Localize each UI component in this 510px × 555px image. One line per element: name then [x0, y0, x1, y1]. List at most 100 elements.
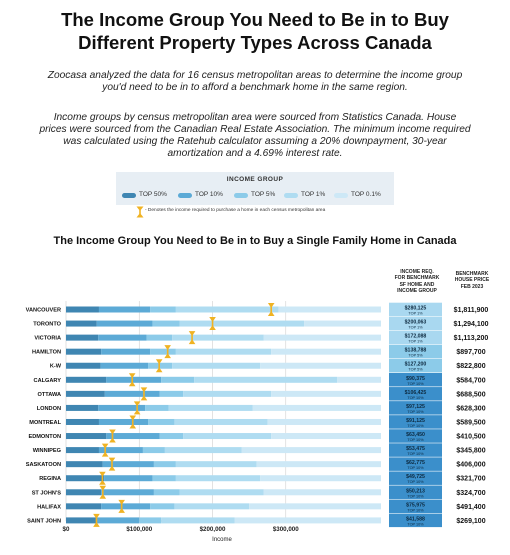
bar-segment [159, 433, 184, 440]
marker-icon [136, 206, 144, 218]
price-header-line: HOUSE PRICE [454, 277, 490, 284]
bar-segment [252, 404, 381, 411]
legend-swatch [178, 193, 192, 198]
city-label: CALGARY [34, 378, 62, 384]
income-cell [389, 485, 442, 499]
title-line-1: The Income Group You Need to Be in to Bu… [61, 9, 449, 30]
income-header-line: SF HOME AND [399, 281, 435, 288]
bar-segment [66, 503, 102, 510]
income-group: TOP 10% [407, 480, 424, 484]
benchmark-price: $321,700 [456, 476, 485, 483]
income-group: TOP 10% [407, 508, 424, 512]
income-cell [389, 443, 442, 457]
bar-segment [271, 348, 381, 355]
benchmark-price: $589,500 [456, 419, 485, 426]
bar-segment [150, 348, 176, 355]
legend-row: TOP 50% TOP 10% TOP 5% TOP 1% TOP 0.1% [122, 190, 392, 200]
bar-segment [66, 320, 97, 327]
bar-segment [168, 404, 253, 411]
income-marker-top [99, 471, 106, 477]
income-cell [389, 358, 442, 373]
x-tick-label: $0 [63, 526, 70, 533]
benchmark-price: $324,700 [456, 490, 485, 497]
bar-segment [164, 447, 242, 454]
income-cell [389, 499, 442, 514]
benchmark-price: $491,400 [456, 504, 485, 511]
city-label: OTTAWA [37, 392, 61, 398]
income-marker-bottom [93, 521, 100, 527]
x-tick-label: $300,000 [273, 526, 299, 533]
legend-swatch [234, 193, 248, 198]
income-header-line: FOR BENCHMARK [394, 275, 440, 282]
benchmark-price: $1,113,200 [454, 335, 489, 342]
bar-segment [153, 461, 176, 468]
methodology-text: Income groups by census metropolitan are… [28, 112, 482, 160]
income-header-line: INCOME GROUP [397, 287, 437, 294]
income-value: $138,788 [405, 348, 427, 354]
marker-note-text: - Denotes the income required to purchas… [145, 208, 326, 213]
bar-segment [179, 320, 305, 327]
title-line-2: Different Property Types Across Canada [78, 32, 432, 53]
bar-segment [66, 362, 101, 369]
city-label: HALIFAX [37, 504, 61, 510]
price-column-header: BENCHMARK HOUSE PRICE FEB 2023 [445, 271, 499, 290]
income-marker-top [209, 317, 216, 323]
marker-note: - Denotes the income required to purchas… [136, 206, 416, 218]
legend-title: INCOME GROUP [226, 176, 284, 183]
income-marker-top [129, 415, 137, 421]
bar-segment [100, 362, 149, 369]
bar-segment [66, 461, 103, 468]
income-marker-bottom [209, 325, 216, 331]
income-value: $91,125 [406, 418, 425, 424]
benchmark-price: $345,800 [456, 448, 485, 455]
income-cell [389, 330, 442, 345]
income-header-line: INCOME REQ. [400, 269, 434, 275]
bar-segment [98, 447, 143, 454]
legend-swatch [284, 193, 298, 198]
price-header-line: FEB 2023 [460, 283, 484, 290]
bar-segment [256, 461, 381, 468]
bar-segment [146, 334, 173, 341]
bar-segment [66, 306, 99, 313]
chart-subtitle: The Income Group You Need to Be in to Bu… [53, 235, 457, 247]
city-label: MONTREAL [29, 420, 61, 426]
income-column-header: INCOME REQ. FOR BENCHMARK SF HOME AND IN… [389, 269, 445, 294]
income-value: $62,775 [406, 460, 425, 466]
bar-segment [179, 489, 264, 496]
method-line-2: prices were sourced from the Canadian Re… [39, 124, 471, 135]
legend-swatch [334, 193, 348, 198]
bar-segment [175, 306, 279, 313]
income-marker-top [164, 345, 171, 351]
income-marker-stem [111, 433, 114, 439]
bar-segment [66, 390, 105, 397]
bar-segment [66, 404, 99, 411]
city-label: ST JOHN'S [32, 490, 62, 496]
bar-segment [337, 376, 381, 383]
bar-segment [174, 418, 268, 425]
benchmark-price: $688,500 [456, 391, 485, 398]
bar-segment [161, 376, 195, 383]
income-marker-bottom [129, 423, 137, 429]
city-label: REGINA [39, 476, 61, 482]
method-line-4: amortization and a 4.69% interest rate. [167, 148, 343, 159]
bar-segment [271, 390, 381, 397]
bar-segment [161, 517, 235, 524]
income-marker-top [101, 443, 109, 449]
income-group: TOP 10% [407, 410, 424, 414]
income-marker-stem [131, 419, 134, 425]
benchmark-price: $1,811,900 [454, 307, 489, 314]
city-label: SAINT JOHN [27, 518, 61, 524]
income-cell [389, 471, 442, 485]
legend-label: TOP 50% [139, 191, 167, 198]
city-label: HAMILTON [32, 350, 61, 356]
bar-segment [152, 320, 180, 327]
benchmark-price: $410,500 [456, 434, 485, 441]
bar-segment [104, 475, 153, 482]
price-header-line: BENCHMARK [455, 271, 489, 277]
bar-segment [263, 489, 381, 496]
bar-segment [104, 390, 160, 397]
income-marker-bottom [267, 311, 275, 316]
income-value: $97,125 [406, 404, 425, 410]
income-marker-bottom [99, 493, 107, 499]
bar-segment [260, 475, 381, 482]
